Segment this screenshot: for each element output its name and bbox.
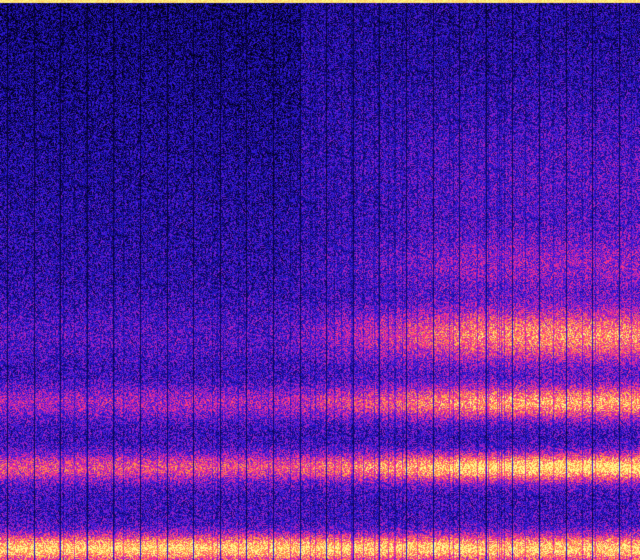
spectrogram-image (0, 0, 640, 560)
